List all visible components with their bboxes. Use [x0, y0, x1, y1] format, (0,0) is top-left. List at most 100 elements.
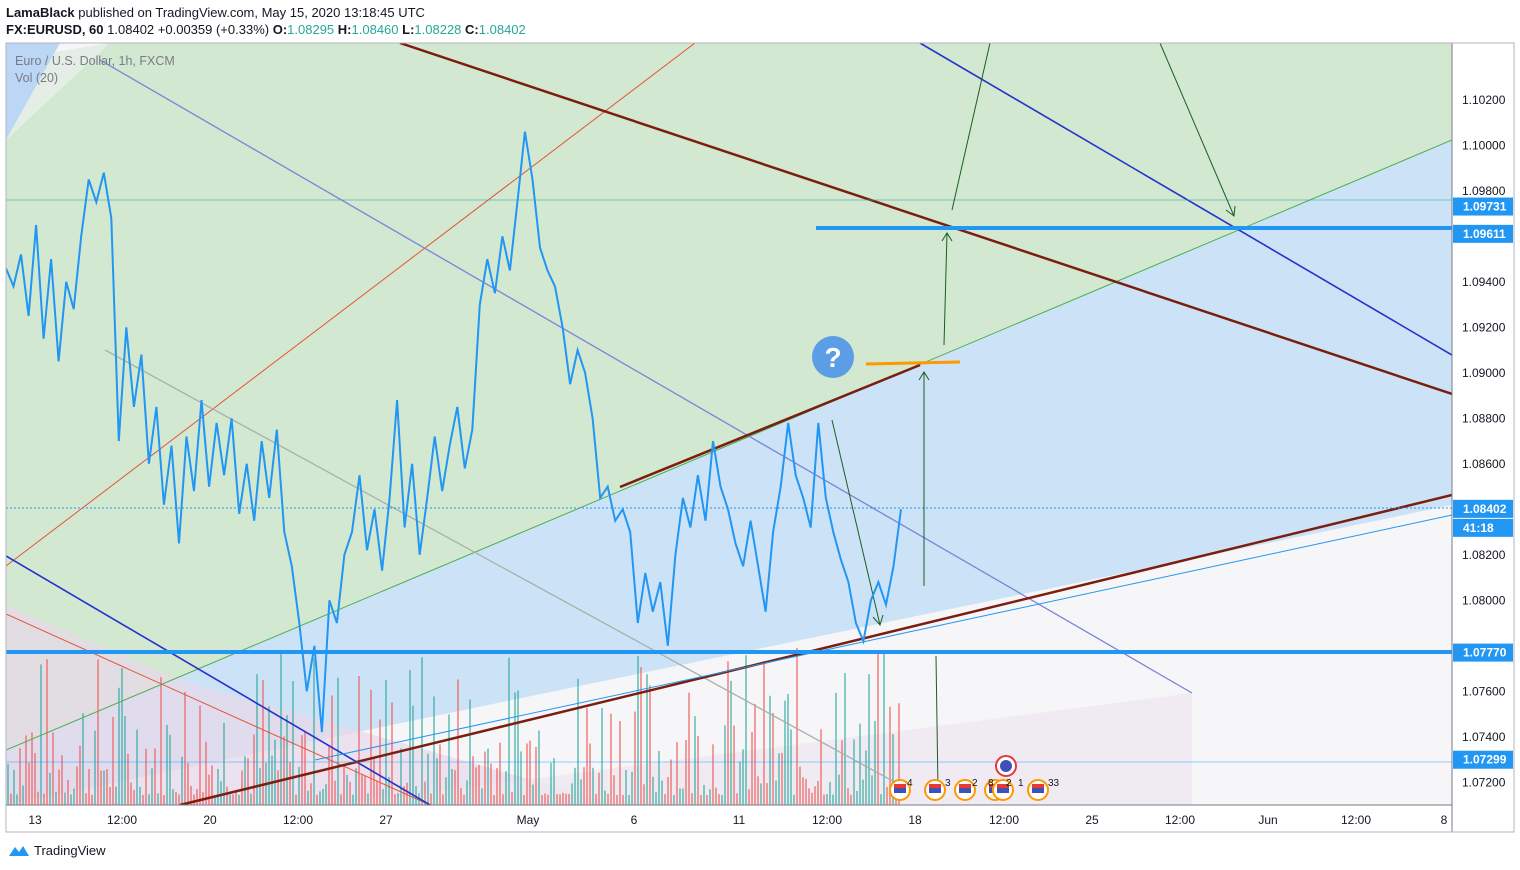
- time-tick-label: 8: [1441, 813, 1448, 827]
- volume-bar: [532, 784, 534, 805]
- volume-bar: [430, 793, 432, 805]
- time-tick-label: 12:00: [1341, 813, 1371, 827]
- volume-bar: [511, 792, 513, 805]
- volume-bar: [286, 715, 288, 805]
- volume-bar: [199, 705, 201, 805]
- volume-bar: [664, 794, 666, 805]
- symbol-label: FX:EURUSD, 60: [6, 22, 104, 37]
- volume-bar: [625, 769, 627, 805]
- price-tick-label: 1.08200: [1462, 548, 1506, 562]
- volume-indicator-label[interactable]: Vol (20): [15, 71, 59, 85]
- green-zone: [6, 43, 1452, 750]
- volume-bar: [214, 794, 216, 805]
- volume-bar: [322, 788, 324, 805]
- event-count-label: 2: [972, 778, 978, 789]
- volume-bar: [175, 792, 177, 805]
- svg-text:?: ?: [824, 342, 841, 373]
- time-axis[interactable]: 13 12:00 20 12:00 27 May 6 11 12:00 18 12:00 25 12:0…: [28, 813, 1447, 827]
- volume-bar: [142, 794, 144, 805]
- volume-bar: [565, 793, 567, 805]
- price-axis[interactable]: 1.07200 1.07400 1.07600 1.08000 1.08200 1.086…: [1462, 93, 1506, 789]
- volume-bar: [226, 786, 228, 805]
- green-channel-line: [6, 139, 1452, 751]
- tradingview-brand[interactable]: TradingView: [8, 843, 106, 858]
- high-value: 1.08460: [351, 22, 399, 37]
- publisher-name[interactable]: LamaBlack: [6, 5, 75, 20]
- volume-bar: [115, 786, 117, 805]
- volume-bar: [811, 792, 813, 805]
- price-line[interactable]: [6, 131, 902, 733]
- time-tick-label: May: [517, 813, 540, 827]
- volume-bar: [103, 770, 105, 805]
- time-tick-label: 12:00: [812, 813, 842, 827]
- calendar-event-icon[interactable]: [954, 779, 976, 801]
- breakout-marker[interactable]: [865, 360, 961, 366]
- volume-bar: [526, 743, 528, 805]
- event-count-label: 3: [945, 778, 951, 789]
- open-label: O:: [272, 22, 288, 37]
- tradingview-logo-icon: [9, 845, 29, 856]
- volume-bar: [94, 730, 96, 805]
- red-lower-line: [6, 613, 431, 805]
- volume-bar: [517, 690, 519, 805]
- volume-bar: [439, 744, 441, 805]
- volume-bar: [628, 794, 630, 805]
- blue-upper-line: [919, 43, 1452, 356]
- volume-bar: [193, 794, 195, 805]
- volume-bar: [808, 788, 810, 805]
- event-flag-icon[interactable]: [995, 755, 1017, 777]
- volume-bar: [52, 732, 54, 805]
- volume-bar: [367, 793, 369, 805]
- volume-bar: [859, 723, 861, 805]
- volume-bar: [610, 713, 612, 805]
- volume-bar: [403, 786, 405, 805]
- time-tick-label: 27: [379, 813, 393, 827]
- volume-bar: [592, 767, 594, 805]
- price-tick-label: 1.10000: [1462, 138, 1506, 152]
- volume-bar: [160, 677, 162, 805]
- volume-bar: [283, 736, 285, 805]
- calendar-event-icon[interactable]: [889, 779, 911, 801]
- volume-bar: [550, 762, 552, 805]
- volume-bar: [97, 659, 99, 805]
- volume-bar: [274, 739, 276, 805]
- volume-bar: [892, 734, 894, 805]
- volume-bar: [472, 756, 474, 805]
- volume-bar: [40, 664, 42, 805]
- volume-bar: [871, 775, 873, 805]
- volume-bar: [682, 788, 684, 805]
- trend-lines: [6, 43, 1452, 805]
- time-tick-label: Jun: [1258, 813, 1277, 827]
- calendar-event-icon[interactable]: [1027, 779, 1049, 801]
- price-tag: 41:18: [1453, 518, 1513, 537]
- svg-text:1.08402: 1.08402: [1463, 502, 1507, 516]
- volume-bar: [784, 700, 786, 805]
- question-icon[interactable]: ?: [812, 336, 854, 378]
- volume-bar: [325, 783, 327, 805]
- time-tick-label: 25: [1085, 813, 1099, 827]
- volume-bar: [442, 794, 444, 805]
- volume-bar: [61, 755, 63, 805]
- volume-bar: [100, 770, 102, 805]
- volume-bar: [562, 792, 564, 805]
- volume-bar: [25, 735, 27, 805]
- volume-bar: [823, 794, 825, 805]
- volume-bar: [838, 774, 840, 805]
- series-title[interactable]: Euro / U.S. Dollar, 1h, FXCM: [15, 54, 175, 68]
- projection-arrows: [831, 43, 1236, 791]
- volume-bar: [319, 791, 321, 805]
- volume-bar: [409, 670, 411, 805]
- publish-info: LamaBlack published on TradingView.com, …: [6, 5, 425, 20]
- event-markers[interactable]: 4 3 2 8 2 1 33: [889, 755, 1060, 801]
- calendar-event-icon[interactable]: [992, 779, 1014, 801]
- calendar-event-icon[interactable]: [924, 779, 946, 801]
- volume-bar: [790, 729, 792, 805]
- time-tick-label: 20: [203, 813, 217, 827]
- volume-bar: [166, 725, 168, 805]
- volume-bar: [694, 716, 696, 805]
- volume-bar: [544, 793, 546, 805]
- volume-bar: [238, 794, 240, 805]
- lavender-zone: [6, 605, 620, 805]
- svg-text:1.07770: 1.07770: [1463, 646, 1507, 660]
